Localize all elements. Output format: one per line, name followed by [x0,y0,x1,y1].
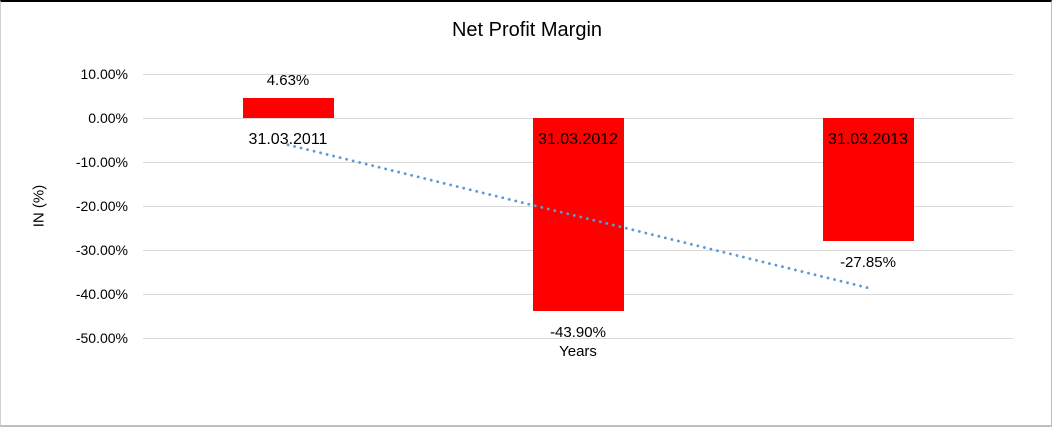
data-label: -43.90% [550,324,606,342]
bar-31.03.2011 [242,97,334,118]
y-axis-tick-label: -30.00% [75,242,128,258]
data-label: -27.85% [840,253,896,271]
x-axis-category-label: 31.03.2012 [537,131,619,148]
gridline [143,338,1013,339]
y-axis-tick-label: 0.00% [88,110,128,126]
chart-title: Net Profit Margin [451,19,603,41]
x-axis-title: Years [559,343,597,360]
gridline [143,74,1013,75]
y-axis-tick-label: -40.00% [75,286,128,302]
y-axis-tick-label: -10.00% [75,154,128,170]
data-label: 4.63% [266,71,310,89]
x-axis-category-label: 31.03.2011 [248,131,328,148]
y-axis-tick-label: -20.00% [75,198,128,214]
y-axis-tick-label: 10.00% [80,66,128,82]
x-axis-category-label: 31.03.2013 [827,131,909,148]
y-axis-tick-label: -50.00% [75,330,128,346]
